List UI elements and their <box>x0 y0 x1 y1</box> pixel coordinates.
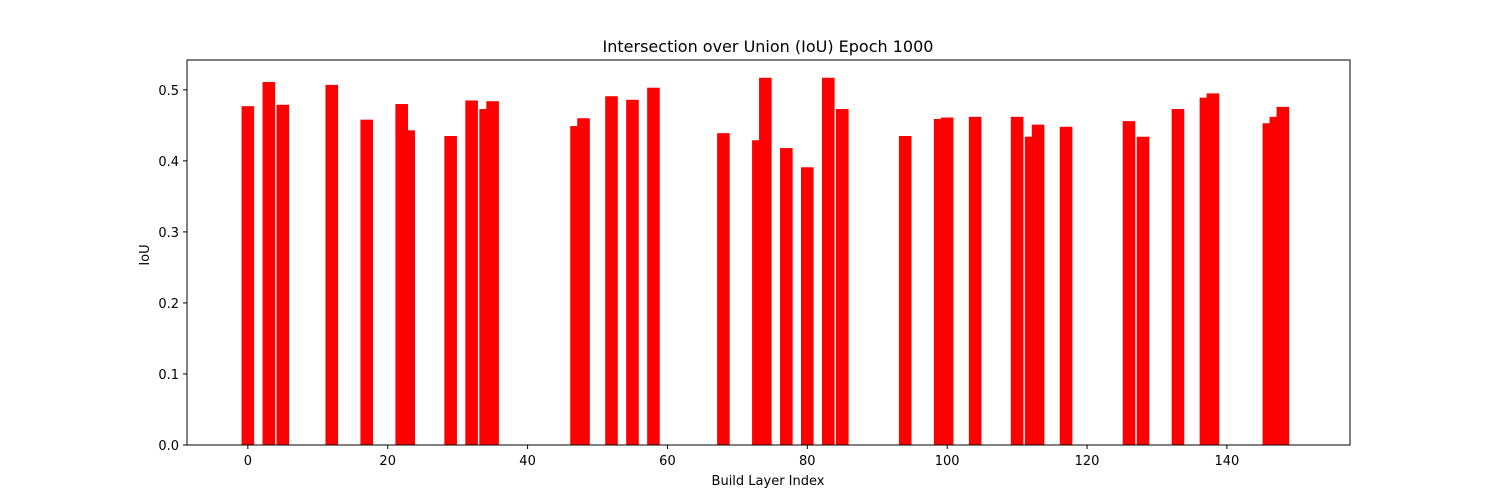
y-tick-label: 0.2 <box>158 297 179 312</box>
x-tick-label: 100 <box>935 454 960 469</box>
x-tick-label: 40 <box>519 454 536 469</box>
y-axis-ticks: 0.0 0.1 0.2 0.3 0.4 0.5 <box>158 84 187 454</box>
x-tick-label: 120 <box>1075 454 1100 469</box>
bar <box>276 104 290 446</box>
x-tick-label: 80 <box>799 454 816 469</box>
bar <box>801 167 814 446</box>
bar <box>1276 106 1290 445</box>
bar <box>262 82 276 445</box>
bar <box>968 116 982 445</box>
bar <box>1010 116 1024 445</box>
bar <box>1206 93 1220 445</box>
x-axis-ticks: 0 20 40 60 80 100 120 140 <box>244 445 1240 469</box>
x-tick-label: 20 <box>379 454 396 469</box>
bar <box>241 106 255 446</box>
bar <box>759 77 772 445</box>
x-tick-label: 60 <box>659 454 676 469</box>
y-tick-label: 0.1 <box>158 368 179 383</box>
bar <box>940 117 954 446</box>
bar <box>1171 109 1185 446</box>
x-tick-label: 0 <box>244 454 252 469</box>
bar <box>605 96 618 446</box>
plot-frame <box>186 59 1351 446</box>
bar <box>821 77 835 445</box>
y-axis-label: IoU <box>138 244 153 265</box>
chart-title: Intersection over Union (IoU) Epoch 1000 <box>603 37 934 56</box>
bar <box>1059 126 1073 446</box>
bar <box>465 100 478 446</box>
bar <box>626 99 639 445</box>
bar <box>717 133 730 446</box>
bar <box>1136 136 1150 445</box>
y-tick-label: 0.4 <box>158 155 179 170</box>
bar <box>835 109 849 446</box>
bar <box>444 136 457 445</box>
y-tick-label: 0.0 <box>158 439 179 454</box>
bar <box>1031 124 1045 445</box>
bar <box>898 136 912 445</box>
bar <box>1122 121 1136 445</box>
y-tick-label: 0.3 <box>158 226 179 241</box>
bar <box>577 118 590 446</box>
bar <box>486 101 499 445</box>
bars-group <box>241 77 1290 446</box>
x-axis-label: Build Layer Index <box>712 474 825 489</box>
x-tick-label: 140 <box>1215 454 1240 469</box>
bar <box>325 84 339 445</box>
y-tick-label: 0.5 <box>158 84 179 99</box>
bar <box>647 87 660 446</box>
bar <box>780 148 793 445</box>
bar <box>360 119 374 445</box>
bar <box>402 130 415 445</box>
